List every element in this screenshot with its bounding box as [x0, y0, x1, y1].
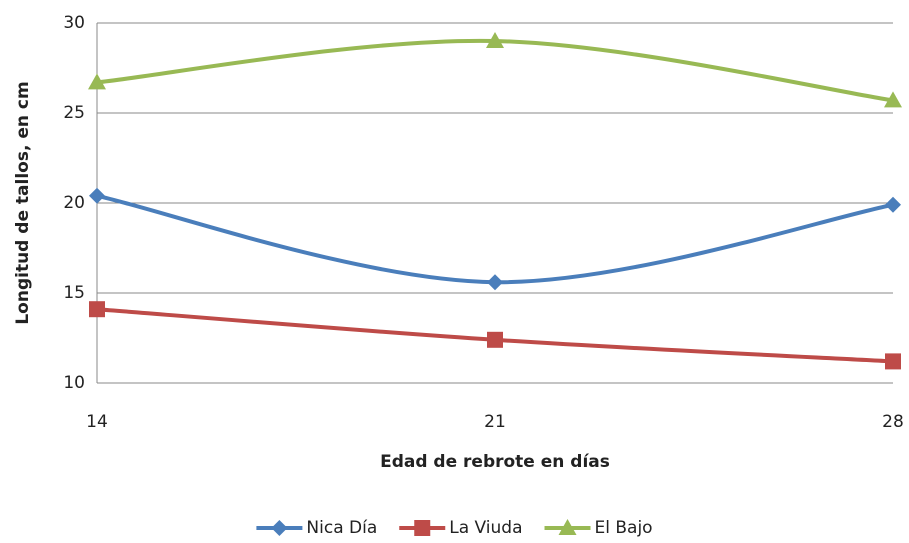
y-axis-title: Longitud de tallos, en cm: [13, 81, 33, 324]
marker: [89, 187, 105, 204]
y-tick-label: 10: [63, 373, 85, 393]
marker: [89, 301, 105, 318]
y-tick-label: 30: [63, 13, 85, 33]
x-tick-label: 21: [484, 412, 506, 432]
marker: [885, 353, 901, 370]
marker: [884, 91, 902, 108]
x-tick-label: 28: [882, 412, 904, 432]
legend: Nica Día La Viuda El Bajo: [256, 518, 653, 538]
marker: [558, 519, 577, 535]
y-tick-label: 25: [63, 103, 85, 123]
legend-item: Nica Día: [256, 518, 377, 538]
x-tick-label: 14: [86, 412, 108, 432]
legend-item: El Bajo: [544, 518, 653, 538]
marker: [885, 196, 901, 213]
legend-label: Nica Día: [306, 518, 377, 538]
y-tick-label: 15: [63, 283, 85, 303]
legend-item: La Viuda: [399, 518, 523, 538]
legend-label: La Viuda: [449, 518, 522, 538]
series-line: [96, 38, 894, 103]
marker: [487, 274, 503, 291]
marker: [487, 331, 503, 348]
series-line: [96, 193, 894, 285]
legend-label: El Bajo: [595, 518, 653, 538]
y-tick-label: 20: [63, 193, 85, 213]
x-axis-title: Edad de rebrote en días: [380, 452, 610, 472]
marker: [271, 520, 288, 536]
marker: [88, 73, 106, 90]
marker: [414, 520, 431, 536]
marker: [486, 32, 504, 48]
